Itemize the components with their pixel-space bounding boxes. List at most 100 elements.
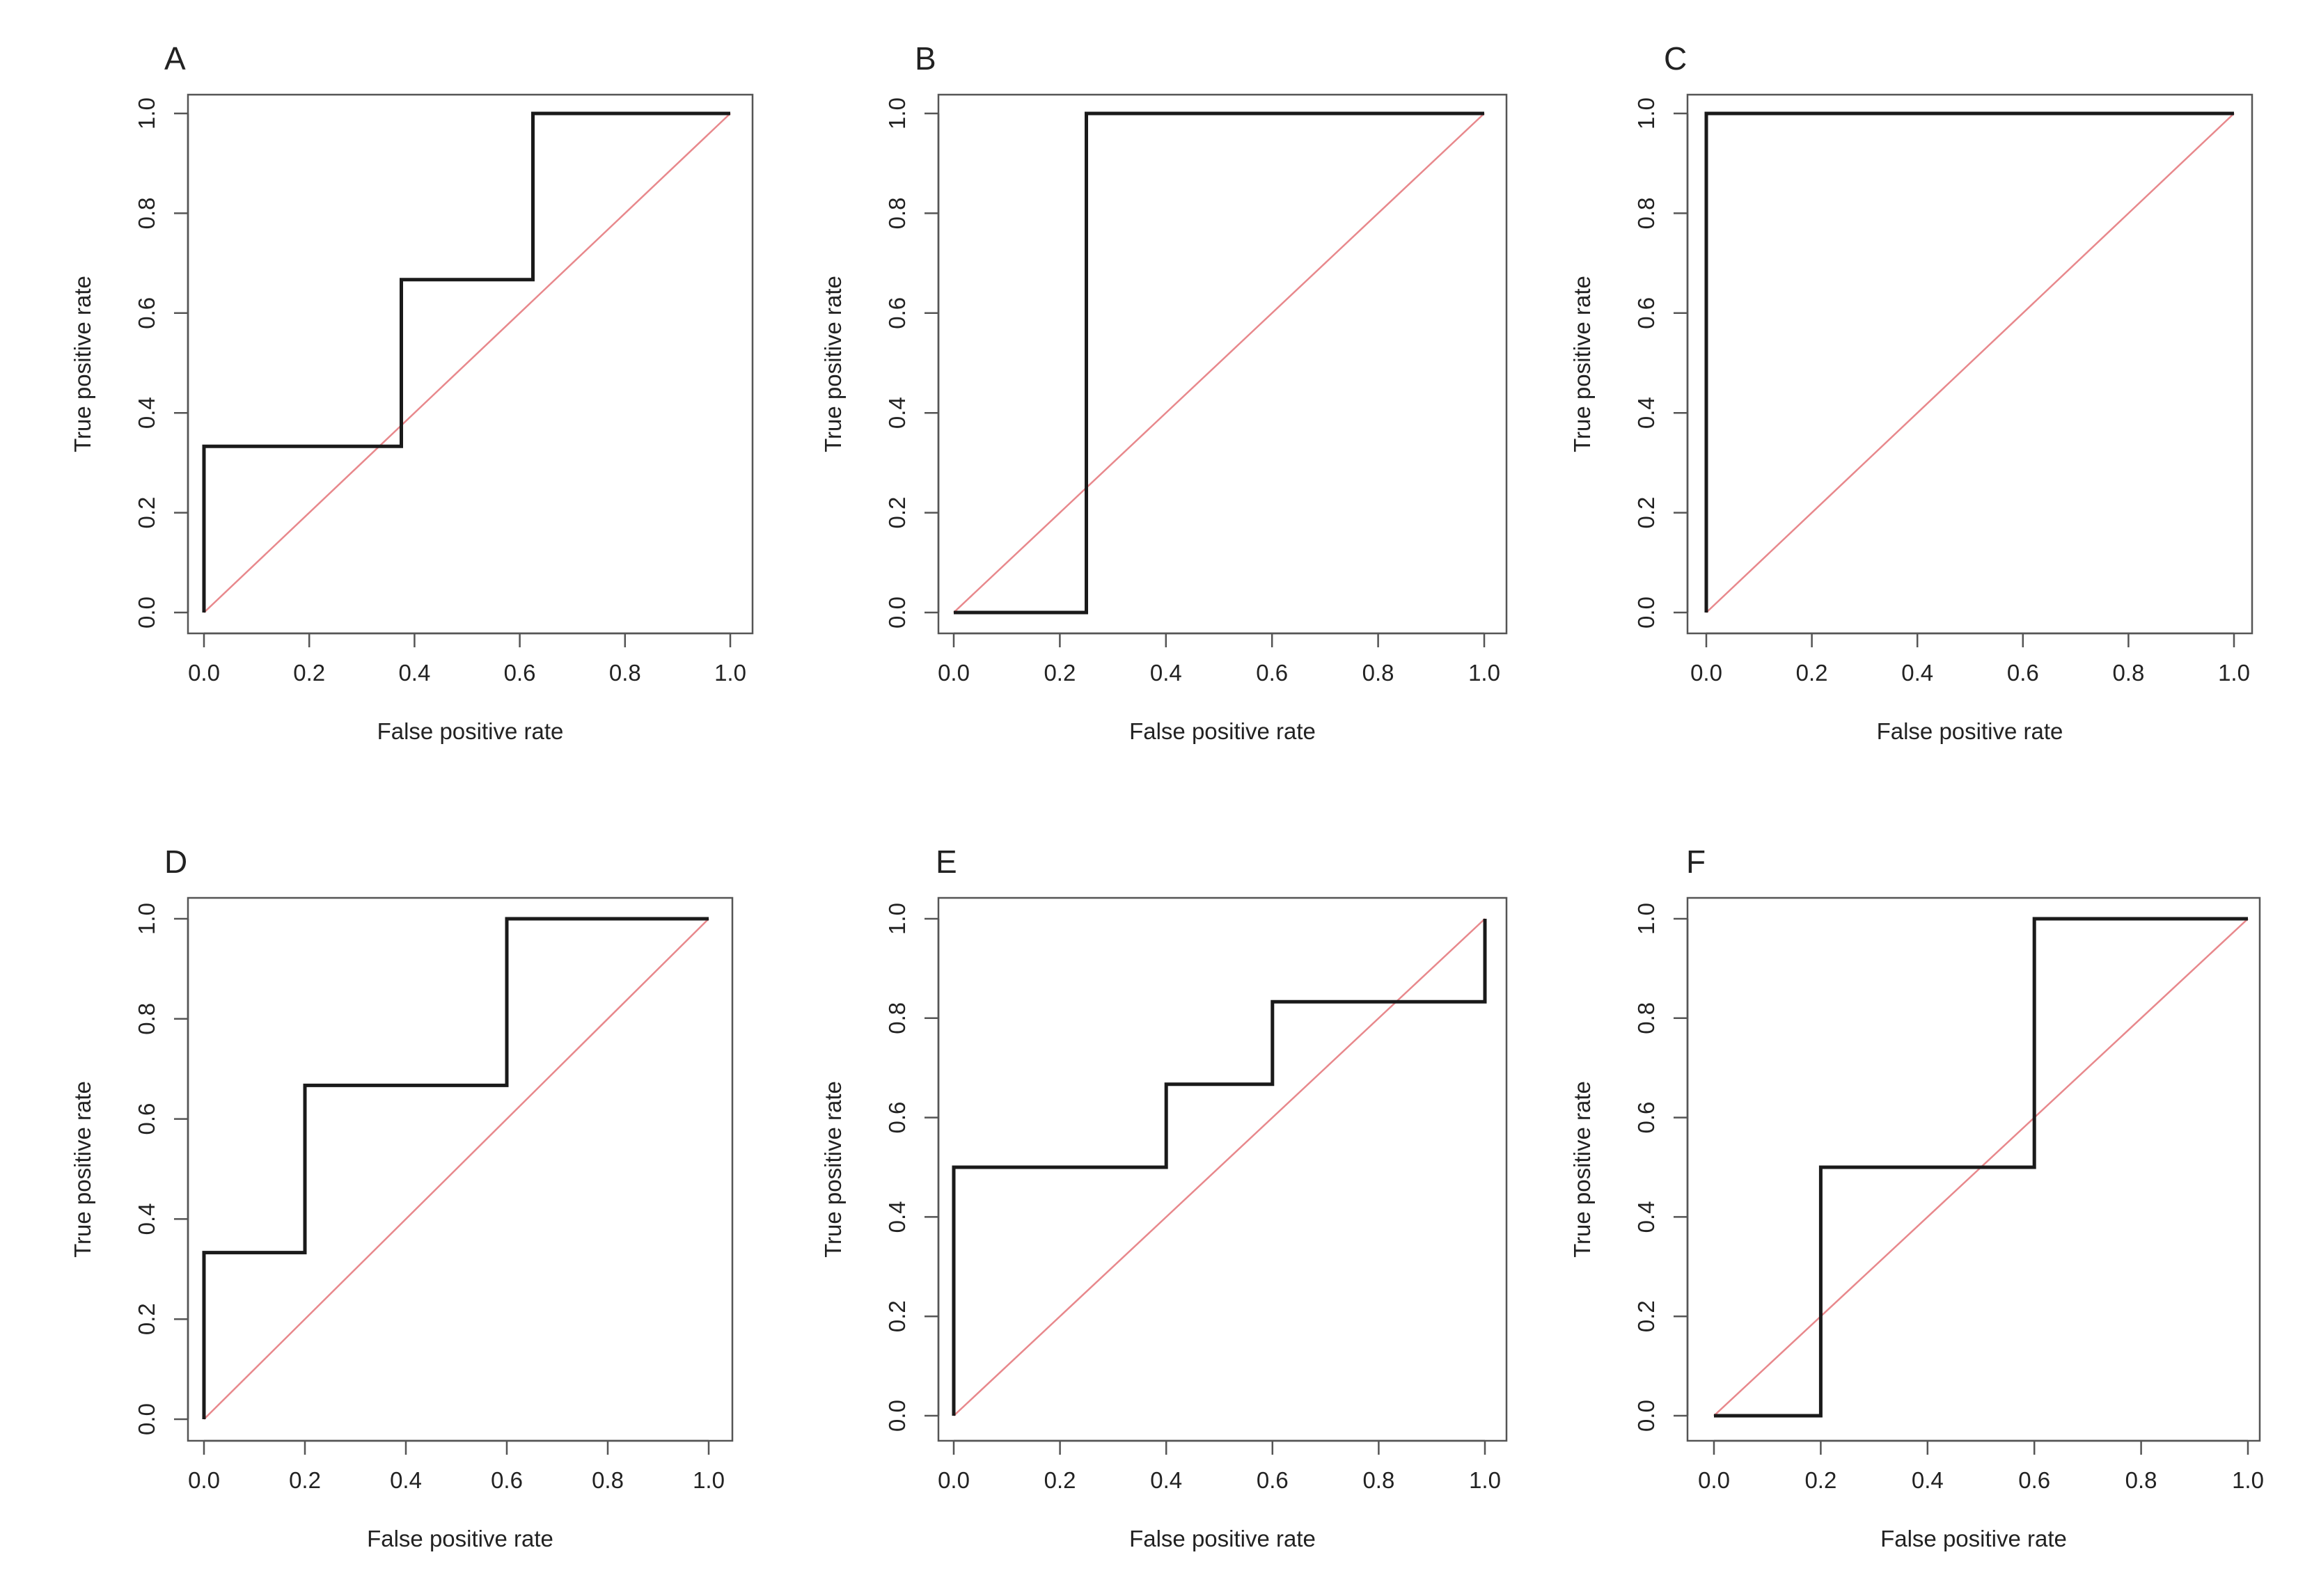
panel-e-x-tick-label: 0.0 (938, 1467, 970, 1493)
panel-f-y-tick-label: 1.0 (1633, 903, 1659, 935)
panel-b-x-tick-label: 0.2 (1044, 660, 1076, 686)
panel-f-x-tick-label: 0.0 (1698, 1467, 1730, 1493)
panel-c-x-tick-label: 0.2 (1796, 660, 1828, 686)
panel-d-reference-diagonal (203, 918, 709, 1420)
panel-a-x-tick-label: 0.0 (188, 660, 220, 686)
panel-a-x-tick-label: 0.6 (504, 660, 536, 686)
panel-a-letter: A (164, 40, 186, 77)
panel-d: D 0.0 0.2 0.4 0.6 0.8 1.0 0.0 0.2 0.4 0.6 0.8 1.0 Fal… (70, 844, 734, 1551)
panel-f-y-tick-label: 0.8 (1633, 1002, 1659, 1034)
panel-b-y-tick-label: 1.0 (884, 97, 910, 129)
panel-d-y-tick-label: 0.8 (134, 1003, 159, 1035)
panel-b-y-tick-label: 0.6 (884, 297, 910, 329)
panel-c-letter: C (1664, 40, 1687, 77)
panel-e-roc-curve (952, 919, 1487, 1416)
panel-a-x-axis-title: False positive rate (377, 718, 564, 744)
panel-e-y-tick-label: 0.2 (884, 1300, 910, 1332)
panel-a-y-tick-label: 0.4 (134, 397, 159, 429)
panel-e-x-tick-label: 1.0 (1469, 1467, 1501, 1493)
panel-d-y-tick-label: 0.0 (134, 1403, 159, 1435)
panel-c-x-tick-label: 0.6 (2007, 660, 2039, 686)
panel-a-y-tick-label: 0.0 (134, 596, 159, 629)
panel-c-x-axis-title: False positive rate (1877, 718, 2063, 744)
panel-f-x-tick-label: 1.0 (2232, 1467, 2264, 1493)
panel-e-y-tick-label: 0.4 (884, 1201, 910, 1233)
panel-b-x-axis-title: False positive rate (1129, 718, 1316, 744)
panel-f-y-tick-label: 0.6 (1633, 1102, 1659, 1134)
panel-f-x-tick-label: 0.4 (1912, 1467, 1944, 1493)
panel-d-y-tick-label: 0.2 (134, 1303, 159, 1335)
panel-c-x-tick-label: 0.4 (1901, 660, 1933, 686)
panel-b-reference-diagonal (953, 113, 1485, 613)
panel-b-roc-curve (954, 111, 1484, 615)
panel-e-x-tick-label: 0.4 (1150, 1467, 1182, 1493)
panel-e-y-tick-label: 1.0 (884, 903, 910, 935)
panel-a: A 0.0 0.2 0.4 0.6 0.8 1.0 0.0 0.2 0.4 0.6 0.8 1.0 Fal… (70, 40, 754, 744)
panel-d-x-tick-label: 0.2 (289, 1467, 321, 1493)
panel-d-y-axis-title: True positive rate (70, 1081, 95, 1258)
panel-c-y-tick-label: 1.0 (1633, 97, 1659, 129)
panel-a-y-tick-label: 1.0 (134, 97, 159, 129)
panel-c-y-tick-label: 0.6 (1633, 297, 1659, 329)
panel-a-reference-diagonal (203, 113, 731, 613)
panel-f-y-axis-title: True positive rate (1569, 1081, 1595, 1258)
panel-b-x-tick-label: 1.0 (1468, 660, 1500, 686)
panel-e-y-tick-label: 0.0 (884, 1400, 910, 1432)
panel-e-x-tick-label: 0.8 (1362, 1467, 1394, 1493)
panel-b-x-tick-label: 0.0 (938, 660, 970, 686)
panel-e-y-axis-title: True positive rate (820, 1081, 846, 1258)
panel-d-x-tick-label: 0.4 (390, 1467, 422, 1493)
panel-a-y-tick-label: 0.2 (134, 497, 159, 529)
panel-c-x-tick-label: 0.8 (2112, 660, 2144, 686)
panel-d-x-tick-label: 1.0 (693, 1467, 725, 1493)
panel-d-x-tick-label: 0.8 (592, 1467, 624, 1493)
panel-c: C 0.0 0.2 0.4 0.6 0.8 1.0 0.0 0.2 0.4 0.6 0.8 1.0 Fal… (1569, 40, 2253, 744)
panel-b-y-tick-label: 0.2 (884, 497, 910, 529)
panel-f-y-tick-label: 0.4 (1633, 1201, 1659, 1233)
panel-a-plot-frame (187, 93, 754, 635)
panel-d-y-tick-label: 0.6 (134, 1103, 159, 1135)
panel-c-y-tick-label: 0.8 (1633, 197, 1659, 229)
panel-f-x-axis-title: False positive rate (1880, 1526, 2067, 1551)
panel-c-y-tick-label: 0.4 (1633, 397, 1659, 429)
panel-e: E 0.0 0.2 0.4 0.6 0.8 1.0 0.0 0.2 0.4 0.6 0.8 1.0 Fal… (820, 844, 1508, 1551)
panel-a-x-tick-label: 0.2 (293, 660, 325, 686)
panel-b: B 0.0 0.2 0.4 0.6 0.8 1.0 0.0 0.2 0.4 0.6 0.8 1.0 Fal… (820, 40, 1508, 744)
panel-c-x-tick-label: 0.0 (1690, 660, 1722, 686)
panel-e-x-tick-label: 0.6 (1257, 1467, 1289, 1493)
panel-b-y-tick-label: 0.8 (884, 197, 910, 229)
panel-d-roc-curve (202, 917, 709, 1419)
panel-f-y-tick-label: 0.0 (1633, 1400, 1659, 1432)
panel-c-y-axis-title: True positive rate (1569, 276, 1595, 452)
panel-e-letter: E (936, 844, 957, 880)
panel-d-x-tick-label: 0.6 (491, 1467, 523, 1493)
panel-f: F 0.0 0.2 0.4 0.6 0.8 1.0 0.0 0.2 0.4 0.6 0.8 1.0 Fal… (1569, 844, 2264, 1551)
panel-b-letter: B (915, 40, 936, 77)
panel-e-x-axis-title: False positive rate (1129, 1526, 1316, 1551)
panel-f-x-tick-label: 0.8 (2125, 1467, 2157, 1493)
panel-c-x-tick-label: 1.0 (2218, 660, 2250, 686)
panel-a-x-tick-label: 0.4 (398, 660, 430, 686)
panel-b-y-tick-label: 0.4 (884, 397, 910, 429)
panel-b-y-axis-title: True positive rate (820, 276, 846, 452)
panel-d-plot-frame (187, 896, 734, 1442)
panel-c-y-tick-label: 0.2 (1633, 497, 1659, 529)
panel-f-x-tick-label: 0.6 (2018, 1467, 2050, 1493)
panel-c-reference-diagonal (1706, 113, 2235, 613)
panel-a-y-axis-title: True positive rate (70, 276, 95, 452)
panel-e-y-tick-label: 0.6 (884, 1102, 910, 1134)
panel-d-letter: D (164, 844, 187, 880)
panel-e-x-tick-label: 0.2 (1044, 1467, 1076, 1493)
panel-c-roc-curve (1704, 111, 2234, 613)
panel-b-x-tick-label: 0.6 (1256, 660, 1288, 686)
panel-a-roc-curve (202, 111, 730, 613)
panel-d-x-tick-label: 0.0 (188, 1467, 220, 1493)
panel-d-y-tick-label: 1.0 (134, 903, 159, 935)
panel-b-plot-frame (937, 93, 1508, 635)
panel-f-x-tick-label: 0.2 (1804, 1467, 1836, 1493)
panel-d-x-axis-title: False positive rate (367, 1526, 553, 1551)
panel-e-y-tick-label: 0.8 (884, 1002, 910, 1034)
panel-f-roc-curve (1714, 917, 2248, 1418)
panel-f-y-tick-label: 0.2 (1633, 1300, 1659, 1332)
